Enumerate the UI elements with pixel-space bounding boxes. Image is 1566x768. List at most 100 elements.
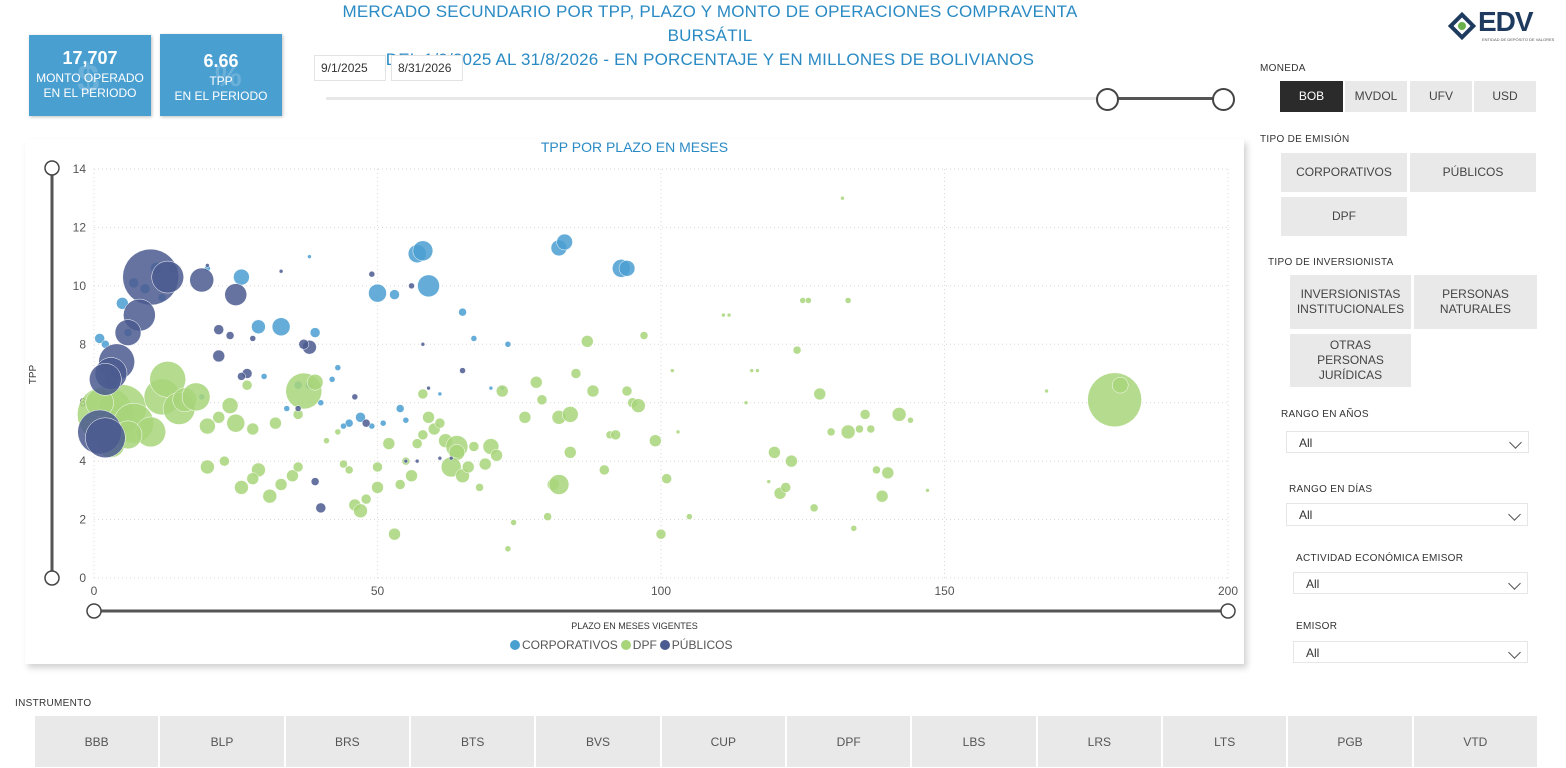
legend-label-corporativos: CORPORATIVOS [522,638,618,652]
tipo-emision-publicos[interactable]: PÚBLICOS [1410,153,1536,192]
instrumento-button-bbb[interactable]: BBB [35,716,159,767]
kpi-watermark-percent-icon: % [215,60,242,93]
instrumento-button-dpf[interactable]: DPF [787,716,911,767]
instrumento-button-lrs[interactable]: LRS [1037,716,1161,767]
bubble-dpf [675,429,681,435]
bubble-corporativos [283,405,291,412]
actividad-economica-dropdown[interactable]: All [1293,572,1528,594]
bubble-dpf [785,454,798,468]
y-tick-label: 10 [73,279,87,293]
bubble-pblicos [459,367,466,374]
bubble-dpf [844,297,852,304]
y-tick-label: 8 [79,337,86,351]
tipo-emision-dpf[interactable]: DPF [1281,197,1407,236]
inversionista-personas-naturales[interactable]: PERSONAS NATURALES [1414,275,1537,329]
moneda-button-bob[interactable]: BOB [1280,81,1343,112]
instrumento-button-lbs[interactable]: LBS [912,716,1036,767]
bubble-pblicos [408,282,415,290]
bubble-pblicos [237,372,246,381]
date-slider-start-handle[interactable] [1096,88,1119,111]
bubble-corporativos [334,364,342,371]
chevron-down-icon [1508,577,1521,590]
date-end-input[interactable]: 8/31/2026 [391,55,463,81]
y-range-slider-top-handle[interactable] [44,160,60,176]
moneda-button-ufv[interactable]: UFV [1410,81,1472,112]
bubble-dpf [536,394,548,406]
y-range-slider-bottom-handle[interactable] [44,570,60,586]
x-range-slider-right-handle[interactable] [1220,603,1236,619]
bubble-dpf [655,528,667,540]
instrumento-button-row: BBB BLP BRS BTS BVS CUP DPF LBS LRS LTS PGB VTD [35,716,1537,767]
bubble-corporativos [470,335,478,342]
tipo-emision-corporativos[interactable]: CORPORATIVOS [1281,153,1407,192]
bubble-corporativos [340,422,347,430]
kpi-value: 6.66 [203,51,239,71]
bubble-pblicos [212,349,225,363]
bubble-pblicos [151,260,184,294]
instrumento-button-bts[interactable]: BTS [411,716,535,767]
x-range-slider-left-handle[interactable] [86,603,102,619]
instrumento-button-lts[interactable]: LTS [1163,716,1287,767]
date-slider-track[interactable] [326,97,1226,100]
x-tick-label: 200 [1218,584,1238,598]
kpi-monto-operado: $ 17,707 MONTO OPERADO EN EL PERIODO [29,35,151,116]
option-line: PERSONAS [1317,353,1384,367]
chevron-down-icon [1508,508,1521,521]
bubble-corporativos [94,333,105,344]
bubble-pblicos [89,363,122,396]
date-slider-range [1107,97,1224,100]
option-line: INSTITUCIONALES [1296,302,1405,316]
bubble-dpf [768,446,781,459]
date-start-input[interactable]: 9/1/2025 [314,55,386,81]
bubble-dpf [306,374,324,391]
bubble-dpf [872,465,881,475]
bubble-dpf [631,398,646,413]
bubble-corporativos [488,385,494,391]
bubble-corporativos [379,419,387,427]
bubble-dpf [639,331,649,340]
x-tick-label: 150 [934,584,954,598]
bubble-dpf [548,474,570,495]
bubble-corporativos [233,268,250,286]
bubble-dpf [518,411,532,424]
bubble-pblicos [205,263,210,268]
bubble-pblicos [213,324,224,335]
bubble-pblicos [437,455,443,461]
instrumento-button-pgb[interactable]: PGB [1288,716,1412,767]
bubble-dpf [866,424,876,434]
moneda-button-usd[interactable]: USD [1474,81,1536,112]
dashboard-title: MERCADO SECUNDARIO POR TPP, PLAZO Y MONT… [300,0,1120,72]
bubble-corporativos [368,283,387,303]
tipo-emision-label: TIPO DE EMISIÓN [1260,134,1350,145]
date-slider-end-handle[interactable] [1212,88,1235,111]
rango-dias-label: RANGO EN DÍAS [1289,484,1373,495]
bubble-corporativos [458,307,467,317]
kpi-watermark-icon: $ [77,57,100,101]
rango-anios-label: RANGO EN AÑOS [1281,409,1369,420]
instrumento-button-bvs[interactable]: BVS [536,716,660,767]
bubble-dpf [246,472,260,485]
bubble-corporativos [328,376,336,383]
y-tick-label: 2 [79,513,86,527]
title-line-1: MERCADO SECUNDARIO POR TPP, PLAZO Y MONT… [342,2,1078,45]
option-line: NATURALES [1439,302,1512,316]
bubble-pblicos [298,339,310,350]
instrumento-button-vtd[interactable]: VTD [1413,716,1537,767]
instrumento-button-blp[interactable]: BLP [160,716,284,767]
inversionista-institucionales[interactable]: INVERSIONISTAS INSTITUCIONALES [1290,275,1411,329]
bubble-corporativos [437,391,443,397]
emisor-dropdown[interactable]: All [1293,641,1528,663]
rango-anios-dropdown[interactable]: All [1286,431,1529,453]
legend-dot-dpf [620,640,631,650]
instrumento-button-cup[interactable]: CUP [661,716,785,767]
bubble-pblicos [310,477,320,486]
x-tick-label: 0 [91,584,98,598]
inversionista-otras-personas-juridicas[interactable]: OTRAS PERSONAS JURÍDICAS [1290,334,1411,387]
bubble-dpf [475,483,484,492]
option-line: PERSONAS [1442,287,1509,301]
instrumento-button-brs[interactable]: BRS [285,716,409,767]
moneda-button-mvdol[interactable]: MVDOL [1345,81,1407,112]
rango-dias-dropdown[interactable]: All [1286,503,1528,526]
bubble-dpf [360,493,372,505]
y-tick-label: 12 [73,220,87,234]
